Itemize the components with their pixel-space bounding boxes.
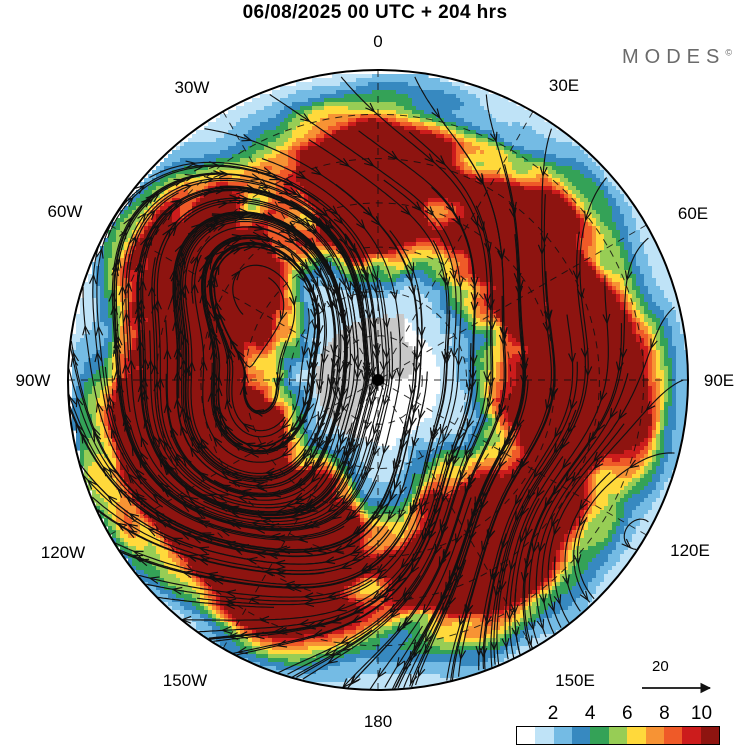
meridian-label-60W: 60W xyxy=(47,202,83,221)
colorbar-ticks: 2 4 6 8 10 xyxy=(516,703,720,725)
brand-text: MODES xyxy=(622,46,726,68)
colorbar-segment-1 xyxy=(535,727,554,744)
meridian-label-60E: 60E xyxy=(677,204,709,223)
colorbar-tick-10: 10 xyxy=(690,703,713,724)
colorbar-segment-5 xyxy=(608,727,628,744)
colorbar-segment-4 xyxy=(590,727,609,744)
page-title: 06/08/2025 00 UTC + 204 hrs xyxy=(242,2,508,23)
colorbar-tick-2: 2 xyxy=(547,703,559,724)
meridian-label-180: 180 xyxy=(363,712,393,731)
colorbar-segment-10 xyxy=(700,727,719,744)
colorbar-segment-9 xyxy=(682,727,701,744)
meridian-label-30W: 30W xyxy=(174,78,210,97)
meridian-label-30E: 30E xyxy=(548,76,580,95)
meridian-label-120W: 120W xyxy=(40,543,86,562)
meridian-label-0: 0 xyxy=(373,32,383,51)
colorbar[interactable] xyxy=(516,726,720,745)
colorbar-segment-7 xyxy=(645,727,664,744)
meridian-label-90E: 90E xyxy=(703,371,735,390)
meridian-label-150W: 150W xyxy=(162,671,208,690)
reference-vector xyxy=(642,682,712,694)
reference-vector-label: 20 xyxy=(652,658,669,675)
colorbar-tick-6: 6 xyxy=(621,703,633,724)
modes-logo: MODES© xyxy=(622,46,732,69)
colorbar-segment-3 xyxy=(572,727,591,744)
colorbar-segment-0 xyxy=(517,727,536,744)
meridian-label-150E: 150E xyxy=(555,671,595,690)
wind-streamlines xyxy=(68,76,684,690)
pole-dot xyxy=(372,374,384,386)
colorbar-segment-8 xyxy=(663,727,683,744)
copyright-icon: © xyxy=(725,47,732,58)
meridian-label-120E: 120E xyxy=(670,541,710,560)
colorbar-segment-6 xyxy=(627,727,646,744)
colorbar-segment-2 xyxy=(553,727,573,744)
colorbar-tick-4: 4 xyxy=(584,703,596,724)
meridian-label-90W: 90W xyxy=(15,371,51,390)
colorbar-tick-8: 8 xyxy=(659,703,670,724)
globe-outline xyxy=(67,69,689,691)
